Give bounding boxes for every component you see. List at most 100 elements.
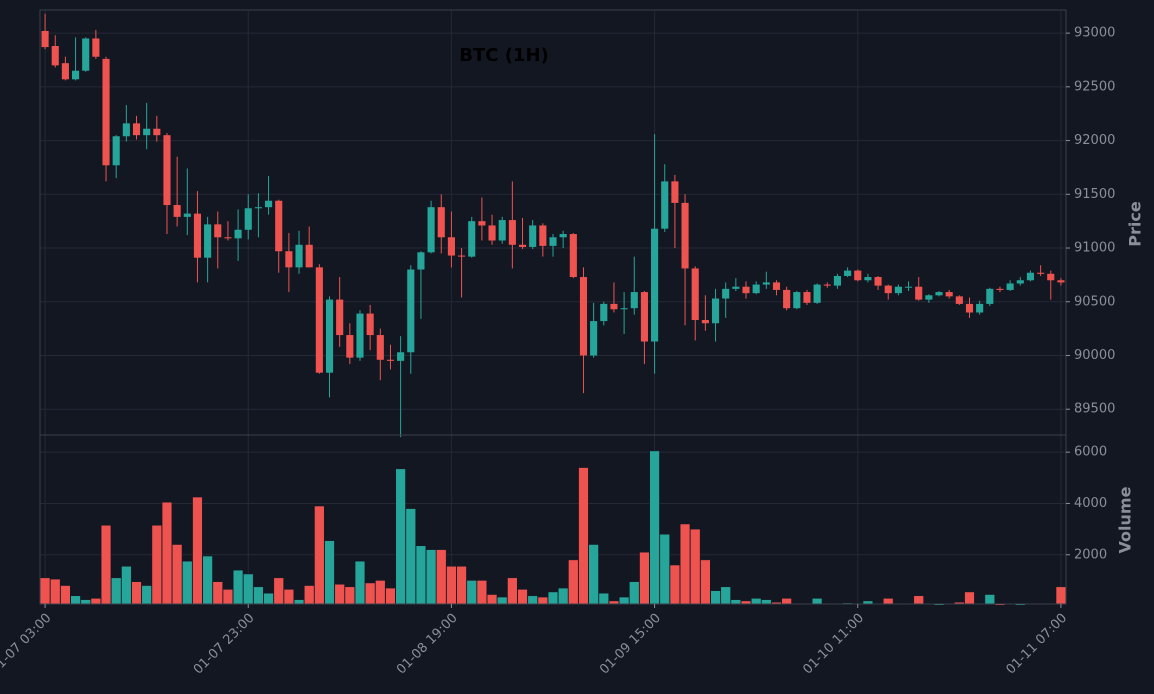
- volume-bar: [304, 585, 315, 605]
- mark-layer: [39, 13, 1067, 606]
- candle-body: [569, 234, 577, 278]
- candle-body: [945, 292, 953, 297]
- candle-body: [640, 292, 648, 342]
- candle-body: [437, 207, 445, 238]
- candle-body: [965, 303, 974, 313]
- volume-bar: [425, 549, 437, 605]
- volume-bar: [354, 560, 366, 605]
- candle-body: [539, 225, 547, 246]
- candle-body: [122, 123, 130, 137]
- volume-bar: [60, 585, 71, 605]
- candle-body: [458, 255, 466, 257]
- volume-bar: [314, 505, 325, 605]
- candle-body: [204, 224, 212, 258]
- candle-body: [793, 292, 801, 309]
- volume-bar: [263, 592, 274, 605]
- volume-bar: [568, 559, 579, 605]
- candle-body: [92, 38, 100, 57]
- volume-bar: [90, 598, 101, 605]
- candle-body: [41, 30, 49, 48]
- volume-bar: [344, 586, 355, 605]
- volume-bar: [486, 594, 498, 605]
- volume-bar: [649, 450, 660, 605]
- candle-body: [285, 251, 293, 268]
- volume-bar: [253, 586, 264, 605]
- volume-bar: [690, 528, 701, 605]
- candle-body: [579, 277, 588, 356]
- candle-body: [833, 275, 841, 286]
- candle-body: [112, 136, 120, 166]
- candle-body: [153, 128, 161, 136]
- volume-bar: [679, 523, 691, 605]
- volume-bar: [405, 508, 416, 605]
- candle-body: [651, 228, 659, 342]
- candle-body: [234, 229, 242, 239]
- candle-body: [1057, 280, 1065, 283]
- volume-bar: [131, 581, 142, 605]
- volume-bar: [476, 580, 488, 605]
- volume-bar: [588, 544, 599, 605]
- candle-body: [600, 303, 608, 322]
- candle-body: [630, 292, 638, 309]
- candle-body: [1037, 272, 1045, 274]
- volume-bar: [781, 598, 792, 605]
- volume-bar: [172, 544, 183, 605]
- volume-bar: [456, 566, 467, 605]
- volume-bar: [151, 525, 162, 605]
- volume-bar: [385, 587, 396, 605]
- candle-body: [305, 244, 313, 268]
- volume-bar: [558, 587, 569, 605]
- volume-bar: [913, 595, 924, 605]
- volume-bar: [669, 564, 681, 605]
- candle-body: [1016, 280, 1024, 284]
- candle-body: [51, 45, 59, 66]
- candle-body: [711, 298, 720, 324]
- volume-bar: [243, 573, 254, 605]
- candle-body: [143, 128, 151, 136]
- volume-bar: [232, 569, 244, 605]
- candle-body: [325, 299, 334, 373]
- candle-body: [183, 213, 191, 217]
- volume-bar: [436, 549, 447, 605]
- volume-bar: [39, 577, 51, 605]
- volume-bar: [365, 582, 376, 605]
- candle-body: [356, 313, 364, 358]
- y-tick-label: 92000: [1074, 133, 1115, 148]
- candle-body: [874, 277, 882, 286]
- volume-bar: [334, 584, 345, 605]
- candle-body: [620, 308, 628, 310]
- candle-body: [224, 237, 232, 239]
- volume-bar: [537, 596, 548, 605]
- volume-bar: [273, 577, 284, 605]
- candle-body: [681, 202, 689, 269]
- candle-body: [884, 285, 892, 294]
- candle-body: [864, 277, 872, 281]
- candle-body: [214, 224, 222, 238]
- volume-bar: [730, 599, 741, 605]
- y-tick-label: 89500: [1074, 402, 1115, 417]
- candle-body: [82, 38, 90, 71]
- candle-body: [955, 296, 963, 304]
- candle-body: [71, 70, 80, 80]
- volume-bar: [161, 501, 173, 605]
- candle-body: [691, 268, 699, 321]
- volume-bar: [202, 555, 213, 605]
- candle-body: [783, 289, 791, 309]
- candle-body: [549, 237, 557, 246]
- candle-body: [813, 284, 821, 303]
- candle-body: [996, 288, 1004, 290]
- volume-bar: [507, 577, 518, 605]
- chart-title: BTC (1H): [459, 45, 549, 66]
- candle-body: [366, 313, 374, 336]
- volume-bar: [639, 551, 650, 605]
- volume-axis-title: Volume: [1116, 486, 1135, 553]
- volume-bar: [618, 596, 630, 605]
- y-tick-label: 91000: [1074, 241, 1115, 256]
- candle-body: [488, 225, 496, 241]
- candle-body: [386, 359, 395, 361]
- candle-body: [295, 244, 303, 268]
- candle-body: [468, 221, 476, 257]
- candle-body: [417, 252, 425, 270]
- candle-body: [132, 123, 141, 136]
